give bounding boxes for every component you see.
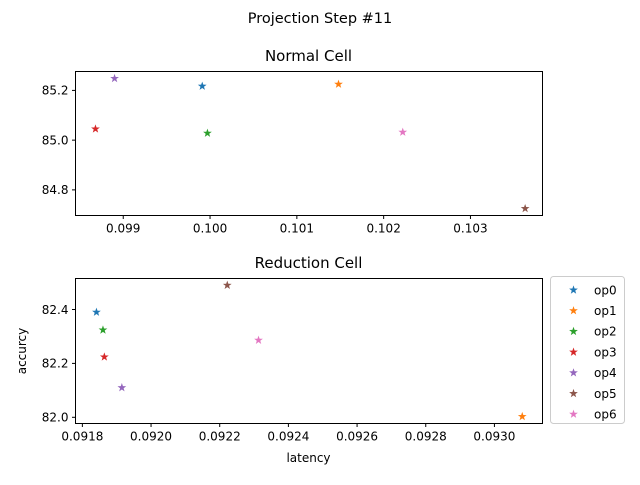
legend-label-op5: op5 <box>594 387 617 401</box>
legend-marker-op0 <box>569 285 578 294</box>
reduction-cell-point-op6 <box>254 335 263 344</box>
normal-cell-y-tick-label: 85.2 <box>42 84 69 98</box>
reduction-cell-axes-frame <box>75 278 543 424</box>
reduction-cell-point-op3 <box>99 352 109 361</box>
legend-label-op0: op0 <box>594 283 617 297</box>
normal-cell-point-op3 <box>91 124 100 133</box>
normal-cell-point-op5 <box>520 203 530 213</box>
reduction-cell-point-op2 <box>98 325 108 334</box>
legend-marker-op2 <box>569 326 578 336</box>
normal-cell-x-tick-label: 0.102 <box>366 222 400 236</box>
legend-label-op2: op2 <box>594 325 617 339</box>
normal-cell-points <box>91 73 530 213</box>
normal-cell-x-tick-label: 0.101 <box>280 222 314 236</box>
normal-cell-ticks: 0.099 0.100 0.101 0.102 0.103 84.8 85.0 85.2 <box>42 84 488 236</box>
normal-cell-title: Normal Cell <box>265 47 352 65</box>
legend-label-op3: op3 <box>594 345 617 359</box>
normal-cell-point-op1 <box>334 79 343 88</box>
reduction-cell-y-tick-label: 82.2 <box>42 357 69 371</box>
normal-cell-point-op4 <box>110 73 119 83</box>
reduction-cell-title: Reduction Cell <box>255 254 363 272</box>
reduction-cell-x-tick-label: 0.0928 <box>405 430 447 444</box>
legend-marker-op3 <box>569 347 578 356</box>
reduction-cell-x-tick-label: 0.0920 <box>130 430 172 444</box>
legend-items: op0 op1 op2 op3 op4 op5 op6 <box>569 283 617 422</box>
legend-marker-op5 <box>569 388 578 398</box>
legend-label-op1: op1 <box>594 304 617 318</box>
reduction-cell-point-op1 <box>517 411 527 421</box>
normal-cell-point-op0 <box>197 81 207 90</box>
normal-cell-x-tick-label: 0.099 <box>106 222 140 236</box>
reduction-cell-x-tick-label: 0.0924 <box>267 430 309 444</box>
y-axis-label: accurcy <box>15 328 29 375</box>
reduction-cell-x-tick-label: 0.0918 <box>61 430 103 444</box>
normal-cell-subplot: Normal Cell 0.099 0.100 0.101 0.102 0.103 84.… <box>42 47 543 236</box>
normal-cell-point-op2 <box>203 128 212 137</box>
figure-suptitle: Projection Step #11 <box>248 11 393 27</box>
reduction-cell-point-op4 <box>117 383 127 392</box>
legend-frame <box>550 276 625 424</box>
reduction-cell-y-tick-label: 82.0 <box>42 411 69 425</box>
legend: op0 op1 op2 op3 op4 op5 op6 <box>550 276 625 424</box>
normal-cell-x-tick-label: 0.100 <box>193 222 227 236</box>
normal-cell-point-op6 <box>398 127 408 136</box>
reduction-cell-subplot: Reduction Cell 0.0918 0.0920 0.0922 0.0924 0… <box>15 254 543 465</box>
reduction-cell-ticks: 0.0918 0.0920 0.0922 0.0924 0.0926 0.0928 0.09… <box>42 303 516 444</box>
reduction-cell-point-op0 <box>92 307 101 316</box>
reduction-cell-x-tick-label: 0.0922 <box>199 430 241 444</box>
reduction-cell-point-op5 <box>222 280 232 289</box>
legend-marker-op1 <box>569 306 578 315</box>
normal-cell-y-tick-label: 84.8 <box>42 183 69 197</box>
legend-marker-op4 <box>569 368 578 377</box>
legend-marker-op6 <box>569 409 578 418</box>
normal-cell-y-tick-label: 85.0 <box>42 133 69 147</box>
reduction-cell-points <box>92 280 527 421</box>
normal-cell-x-tick-label: 0.103 <box>453 222 487 236</box>
reduction-cell-x-tick-label: 0.0926 <box>336 430 378 444</box>
reduction-cell-x-tick-label: 0.0930 <box>473 430 515 444</box>
legend-label-op6: op6 <box>594 408 617 422</box>
reduction-cell-y-tick-label: 82.4 <box>42 303 69 317</box>
normal-cell-axes-frame <box>75 71 543 216</box>
x-axis-label: latency <box>286 451 330 465</box>
legend-label-op4: op4 <box>594 366 617 380</box>
